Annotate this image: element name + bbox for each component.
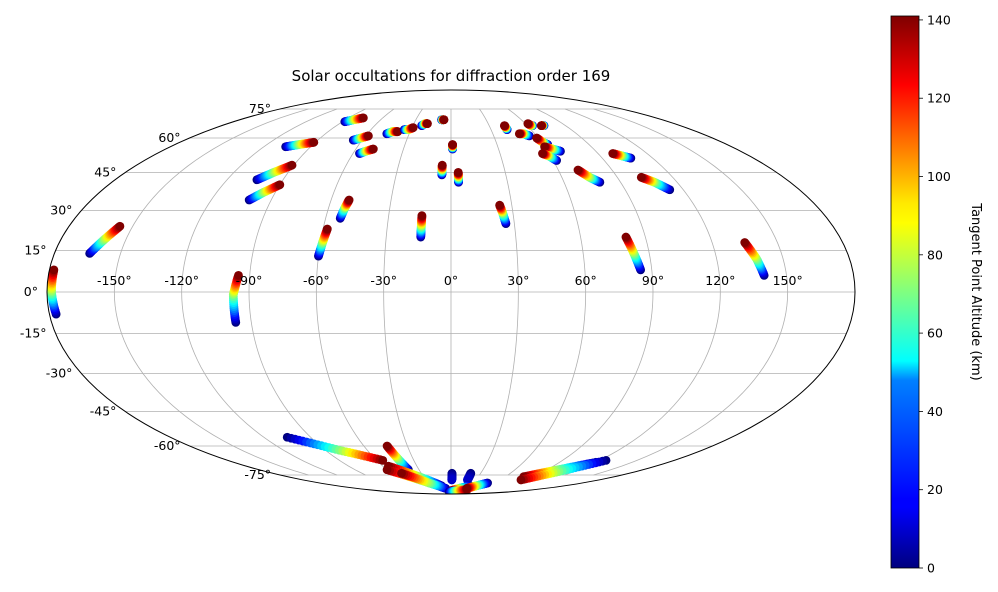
latitude-tick-label: -30° (46, 366, 73, 381)
latitude-tick-label: -75° (244, 467, 271, 482)
data-point (344, 195, 354, 205)
data-point (448, 140, 457, 149)
data-point (495, 200, 505, 210)
latitude-tick-label: -45° (90, 404, 117, 419)
colorbar-tick-label: 40 (927, 404, 943, 419)
colorbar-tick-label: 140 (927, 12, 951, 27)
data-point (408, 123, 418, 133)
data-point (322, 224, 332, 234)
occultation-points (47, 113, 769, 494)
data-point (358, 113, 368, 123)
longitude-tick-label: 150° (773, 273, 803, 288)
latitude-tick-label: 45° (94, 164, 116, 179)
data-point (573, 165, 583, 175)
data-point (740, 238, 750, 247)
longitude-tick-label: -60° (303, 273, 330, 288)
data-point (636, 172, 646, 182)
data-point (287, 160, 297, 170)
colorbar-tick-label: 120 (927, 91, 951, 106)
longitude-tick-labels: -150° -120° -90° -60° -30° 0° 30° 60° 90° 120° 150… (97, 273, 803, 288)
data-point (275, 180, 285, 190)
data-point (538, 149, 547, 158)
longitude-tick-label: 0° (444, 273, 458, 288)
latitude-tick-label: 30° (50, 202, 72, 217)
latitude-tick-label: 15° (24, 243, 46, 258)
data-point (532, 133, 542, 143)
latitude-tick-label: 60° (158, 130, 180, 145)
data-point (523, 119, 533, 129)
longitude-tick-label: 120° (705, 273, 735, 288)
data-point (309, 137, 319, 147)
longitude-tick-label: -120° (164, 273, 199, 288)
colorbar-ticks: 0 20 40 60 80 100 120 140 (919, 12, 951, 576)
data-point (382, 441, 392, 451)
data-point (540, 142, 549, 152)
data-point (514, 129, 524, 139)
longitude-tick-label: 60° (575, 273, 597, 288)
data-point (439, 115, 449, 125)
latitude-tick-labels: 75° 60° 45° 30° 15° 0° -15° -30° -45° -60° -75° (20, 101, 271, 482)
colorbar-label: Tangent Point Altitude (km) (968, 202, 983, 380)
parallel-lines (47, 108, 855, 476)
data-point (621, 232, 631, 242)
colorbar-tick-label: 100 (927, 169, 951, 184)
latitude-tick-label: -60° (154, 438, 181, 453)
colorbar-tick-label: 80 (927, 247, 943, 262)
colorbar-tick-label: 20 (927, 482, 943, 497)
longitude-tick-label: -30° (370, 273, 397, 288)
chart-title: Solar occultations for diffraction order… (292, 67, 611, 85)
longitude-tick-label: -90° (236, 273, 263, 288)
data-point (462, 484, 472, 493)
data-point (378, 455, 388, 465)
data-point (447, 475, 457, 485)
data-point (608, 149, 618, 158)
data-point (368, 144, 378, 154)
data-point (115, 221, 125, 231)
latitude-tick-label: -15° (20, 325, 47, 340)
data-point (417, 211, 427, 221)
colorbar-gradient (890, 15, 920, 569)
colorbar: 0 20 40 60 80 100 120 140 Tangent Point Altitud… (890, 12, 983, 576)
latitude-tick-label: 0° (24, 284, 38, 299)
data-point (423, 119, 432, 129)
colorbar-tick-label: 60 (927, 326, 943, 341)
data-point (234, 271, 243, 280)
data-point (49, 265, 59, 275)
longitude-tick-label: -150° (97, 273, 132, 288)
data-point (536, 121, 546, 131)
graticule (47, 108, 855, 476)
longitude-tick-label: 90° (642, 273, 664, 288)
data-point (397, 468, 406, 478)
data-point (453, 168, 463, 177)
data-point (500, 121, 509, 131)
globe-outline (46, 89, 856, 495)
data-point (516, 475, 526, 485)
data-point (364, 131, 373, 141)
data-point (437, 160, 447, 170)
colorbar-tick-label: 0 (927, 561, 935, 576)
latitude-tick-label: 75° (249, 101, 271, 116)
longitude-tick-label: 30° (507, 273, 529, 288)
data-point (382, 465, 392, 475)
